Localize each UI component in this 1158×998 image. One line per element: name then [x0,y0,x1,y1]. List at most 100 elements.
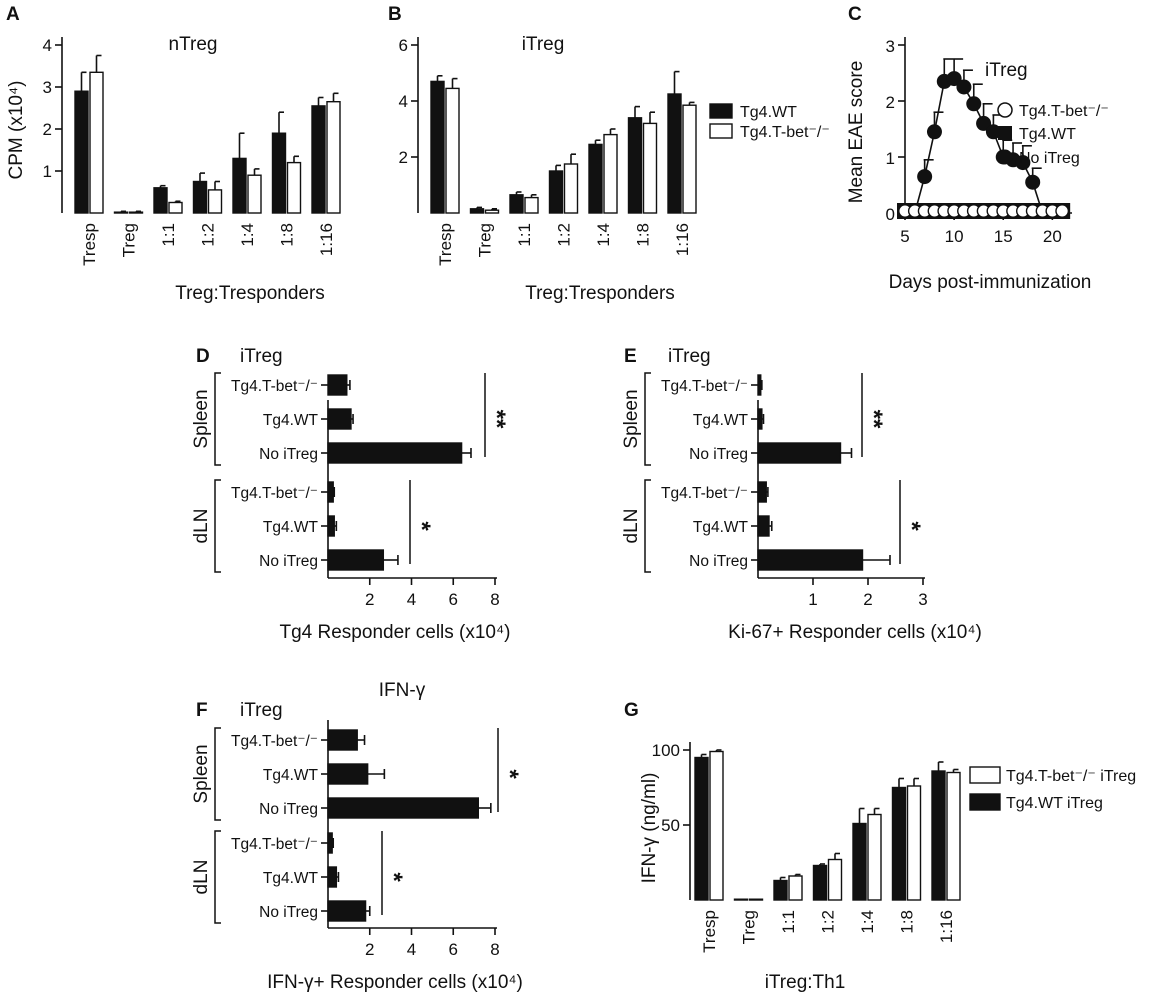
panel-title: iTreg [240,700,283,721]
panel-label: D [196,346,210,367]
row-label: No iTreg [259,553,318,570]
panel-title: iTreg [522,34,565,55]
bar [867,813,882,901]
x-tick-label: 8 [490,940,499,959]
bar [327,900,367,922]
x-tick-label: Tresp [700,910,719,953]
row-label: No iTreg [259,801,318,818]
x-tick-label: 1:2 [555,223,574,247]
x-tick-label: 1:16 [937,910,956,943]
y-axis-label: CPM (x10⁴) [6,81,27,180]
bar [271,132,287,214]
x-tick-label: 10 [945,227,964,246]
row-label: No iTreg [689,553,748,570]
y-tick-label: 100 [652,741,680,760]
bar [733,898,749,901]
group-bracket [214,830,221,924]
bar [748,898,764,901]
y-tick-label: 2 [43,120,52,139]
legend-marker [969,766,1001,784]
bar [946,771,961,901]
x-tick-label: Treg [120,223,139,257]
significance-marker: * [380,872,407,882]
x-tick-label: Tresp [436,223,455,266]
panel-label: B [388,4,402,25]
group-label: Spleen [191,389,212,448]
bar [588,143,603,214]
data-point [1025,174,1041,190]
bar [757,549,864,571]
x-tick-label: 2 [863,590,872,609]
legend-label: Tg4.T-bet⁻/⁻ [740,124,830,141]
x-tick-label: 2 [365,940,374,959]
legend-label: Tg4.WT iTreg [1006,795,1103,812]
bar [627,117,643,214]
panel-label: E [624,346,637,367]
bar [232,157,247,214]
y-tick-label: 2 [886,93,895,112]
y-tick-label: 6 [399,36,408,55]
row-label: Tg4.T-bet⁻/⁻ [231,378,318,395]
group-label: dLN [191,509,212,544]
panel-label: A [6,4,20,25]
row-label: Tg4.WT [693,412,749,429]
bar [469,208,485,214]
row-label: Tg4.T-bet⁻/⁻ [231,485,318,502]
x-tick-label: 3 [918,590,927,609]
legend-marker [997,102,1013,118]
x-tick-label: 5 [900,227,909,246]
legend-label: Tg4.T-bet⁻/⁻ [1019,103,1109,120]
bar [709,750,724,901]
row-label: Tg4.T-bet⁻/⁻ [661,378,748,395]
y-tick-label: 3 [886,37,895,56]
bar [563,163,579,214]
x-tick-label: 1:2 [199,223,218,247]
x-tick-label: Treg [740,910,759,944]
x-tick-label: 1:4 [238,223,257,247]
x-tick-label: Tresp [80,223,99,266]
significance-marker: * [408,521,435,531]
group-label: Spleen [191,744,212,803]
panel-subtitle: IFN-γ [379,680,426,701]
x-axis-label: Treg:Tresponders [175,283,325,304]
bar [757,408,763,430]
x-tick-label: 1:1 [779,910,798,934]
x-axis-label: Days post-immunization [889,272,1092,293]
x-tick-label: 1:8 [898,910,917,934]
bar [931,770,946,901]
bar [327,481,334,503]
row-label: Tg4.WT [263,519,319,536]
bar [327,374,348,396]
legend-marker [969,793,1001,811]
panel-title: nTreg [169,34,218,55]
row-label: Tg4.WT [263,870,319,887]
y-axis-label: IFN-γ (ng/ml) [639,773,660,884]
bar [327,763,369,785]
group-bracket [644,372,651,466]
x-tick-label: 2 [365,590,374,609]
bar [757,481,767,503]
row-label: Tg4.WT [263,412,319,429]
legend-marker [709,103,733,119]
bar [327,515,335,537]
group-label: dLN [191,860,212,895]
significance-marker: * [898,521,925,531]
x-tick-label: 1:1 [159,223,178,247]
bar [682,104,697,214]
bar [757,374,762,396]
x-axis-label: Treg:Tresponders [525,283,675,304]
bar [852,822,867,901]
y-tick-label: 50 [661,816,680,835]
bar [192,180,208,214]
group-bracket [644,479,651,573]
group-label: dLN [621,509,642,544]
y-tick-label: 2 [399,148,408,167]
data-point [946,71,962,87]
bar [247,174,262,214]
data-point [1015,155,1031,171]
bar [667,93,682,214]
y-tick-label: 0 [886,205,895,224]
panel-label: F [196,700,208,721]
bar [812,864,828,901]
